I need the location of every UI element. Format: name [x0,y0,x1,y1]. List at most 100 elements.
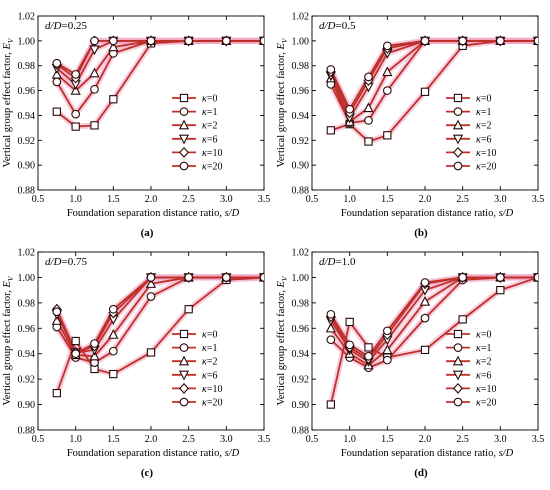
subfigure-label: (d) [414,467,428,479]
data-point-0-3 [383,131,392,140]
x-tick-label: 1.5 [107,434,120,445]
data-point-1-3 [382,86,392,95]
legend-label: κ=20 [202,162,222,173]
data-point-5-0 [326,65,336,74]
panel-parameter-label: d/D=0.25 [45,20,87,32]
legend-item: κ=1 [172,343,217,354]
y-tick-label: 0.90 [18,161,36,172]
legend-marker [453,382,463,394]
data-point-0-3 [109,95,118,104]
y-tick-label: 1.00 [18,36,36,47]
y-tick-label: 0.98 [18,61,36,72]
data-point-2-0 [325,322,336,333]
data-point-1-2 [364,116,373,125]
data-point-5-3 [382,41,392,51]
legend-item: κ=1 [172,107,217,118]
data-area [325,271,538,409]
data-point-5-2 [364,351,373,361]
x-tick-label: 0.5 [306,194,319,205]
legend-marker [179,397,189,407]
data-point-5-6 [221,36,231,46]
legend-item: κ=6 [446,370,491,381]
x-tick-label: 1.5 [381,194,394,205]
y-tick-label: 0.96 [292,86,310,97]
legend-label: κ=2 [202,357,217,368]
panel-c: 0.5 1.0 1.5 2.0 2.5 3.0 3.5 0.88 0.90 0.92 0.94 0.9… [2,248,270,480]
legend-label: κ=0 [202,94,217,105]
legend-item: κ=0 [446,94,491,105]
y-tick-label: 0.92 [18,136,36,147]
legend-item: κ=2 [172,119,217,132]
legend-marker [453,397,463,407]
data-point-0-1 [71,122,80,131]
y-tick-label: 0.88 [292,426,310,437]
data-point-5-4 [420,278,430,287]
legend-label: κ=2 [476,121,491,132]
legend-label: κ=10 [476,148,496,159]
data-point-1-0 [326,335,336,345]
x-tick-label: 0.5 [306,434,319,445]
x-tick-label: 1.5 [107,194,120,205]
legend-marker [453,329,463,339]
data-area [51,35,264,131]
x-tick-label: 2.5 [182,434,195,445]
subfigure-label: (b) [414,227,428,239]
data-point-0-0 [326,400,335,409]
data-point-0-1 [345,317,354,327]
legend-marker [452,134,464,145]
data-point-1-0 [52,77,62,87]
data-point-0-1 [71,336,80,346]
x-tick-label: 2.5 [456,434,469,445]
data-point-5-3 [108,304,118,314]
x-tick-label: 3.5 [532,434,545,445]
data-point-1-4 [146,292,156,301]
legend-label: κ=10 [202,148,222,159]
data-point-1-3 [382,355,392,365]
legend-marker [179,107,189,116]
legend-label: κ=1 [202,343,217,354]
y-tick-label: 0.94 [292,111,310,122]
x-tick-label: 0.5 [32,194,45,205]
legend-item: κ=6 [172,134,217,145]
data-point-5-5 [458,36,468,46]
legend-label: κ=2 [202,121,217,132]
y-tick-label: 0.88 [292,186,310,197]
x-tick-label: 3.0 [220,194,233,205]
data-point-5-0 [52,307,62,317]
legend-item: κ=2 [446,355,491,368]
x-tick-label: 3.5 [532,194,545,205]
y-tick-label: 0.96 [18,86,36,97]
subfigure-label: (c) [141,467,154,479]
y-tick-label: 1.02 [292,12,310,23]
y-tick-label: 0.92 [292,136,310,147]
y-tick-label: 0.98 [18,298,36,309]
legend-marker [179,343,189,352]
x-tick-label: 1.0 [69,434,82,445]
data-point-0-0 [326,126,335,135]
legend-label: κ=6 [202,370,217,381]
y-axis-label: Vertical group effect factor, EV [2,37,15,167]
data-point-5-2 [364,72,373,82]
series-line-0 [55,276,264,394]
x-tick-label: 2.0 [419,194,432,205]
x-tick-label: 1.0 [69,194,82,205]
series-line-5 [330,39,538,111]
legend-label: κ=6 [476,134,491,145]
data-point-1-1 [71,109,81,119]
x-tick-label: 2.5 [182,194,195,205]
legend-marker [179,146,189,158]
data-point-5-1 [345,340,355,350]
data-point-2-2 [89,67,100,78]
legend-label: κ=0 [476,330,491,341]
legend-label: κ=20 [476,162,496,173]
legend-item: κ=10 [446,382,496,395]
series-line-5 [56,39,264,76]
y-tick-label: 1.00 [292,36,310,47]
y-axis-label: Vertical group effect factor, EV [276,275,289,405]
y-tick-label: 0.88 [18,186,36,197]
legend-label: κ=20 [202,398,222,409]
legend-label: κ=6 [476,370,491,381]
data-point-5-0 [326,309,336,319]
